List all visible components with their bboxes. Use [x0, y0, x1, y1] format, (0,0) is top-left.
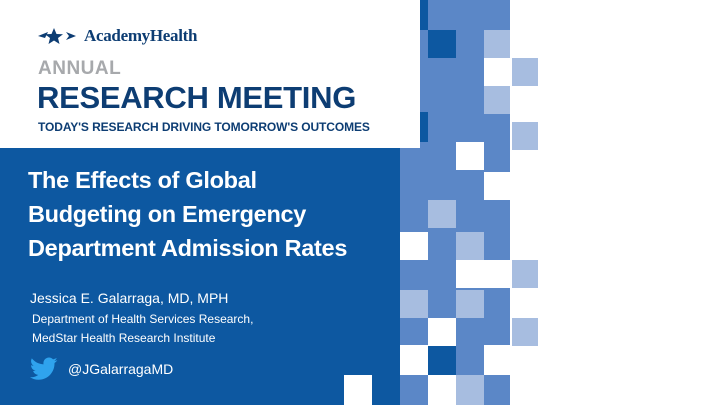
logo-text: AcademyHealth — [84, 26, 198, 45]
presentation-title: The Effects of Global Budgeting on Emerg… — [28, 163, 418, 265]
header-band — [0, 0, 420, 148]
tagline: TODAY'S RESEARCH DRIVING TOMORROW'S OUTC… — [38, 120, 370, 134]
title-line: The Effects of Global — [28, 167, 257, 193]
affiliation-line: MedStar Health Research Institute — [32, 331, 216, 345]
title-line: Department Admission Rates — [28, 235, 348, 261]
twitter-handle[interactable]: @JGalarragaMD — [68, 361, 174, 377]
affiliation-line: Department of Health Services Research, — [32, 312, 254, 326]
academyhealth-logo-icon — [38, 28, 76, 44]
meeting-name: RESEARCH MEETING — [37, 80, 357, 115]
affiliation: Department of Health Services Research, … — [32, 310, 253, 348]
title-line: Budgeting on Emergency — [28, 201, 307, 227]
twitter-bird-icon — [30, 357, 58, 380]
author-name: Jessica E. Galarraga, MD, MPH — [30, 290, 229, 306]
academyhealth-logo: AcademyHealth — [36, 26, 198, 46]
annual-label: ANNUAL — [38, 58, 122, 79]
twitter-contact: @JGalarragaMD — [30, 357, 173, 381]
